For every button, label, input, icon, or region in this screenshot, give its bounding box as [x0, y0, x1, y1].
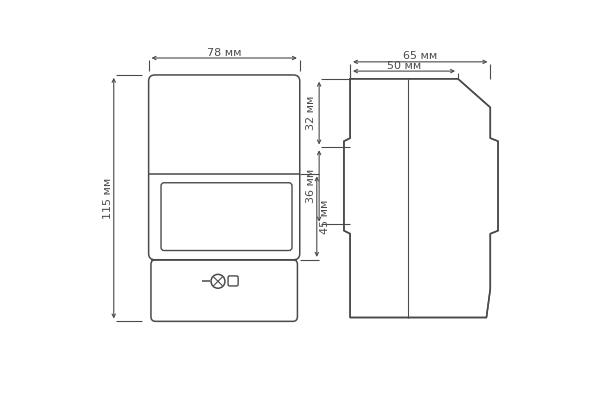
Polygon shape	[344, 79, 498, 318]
Text: 115 мм: 115 мм	[103, 178, 113, 219]
FancyBboxPatch shape	[151, 260, 298, 321]
Text: 45 мм: 45 мм	[320, 200, 329, 234]
FancyBboxPatch shape	[228, 276, 238, 286]
FancyBboxPatch shape	[149, 75, 300, 260]
Text: 32 мм: 32 мм	[307, 96, 316, 130]
Circle shape	[211, 274, 225, 288]
Text: 78 мм: 78 мм	[207, 48, 241, 58]
Text: 50 мм: 50 мм	[387, 61, 421, 71]
Text: 65 мм: 65 мм	[403, 52, 437, 62]
Text: 36 мм: 36 мм	[307, 169, 316, 203]
FancyBboxPatch shape	[161, 183, 292, 250]
